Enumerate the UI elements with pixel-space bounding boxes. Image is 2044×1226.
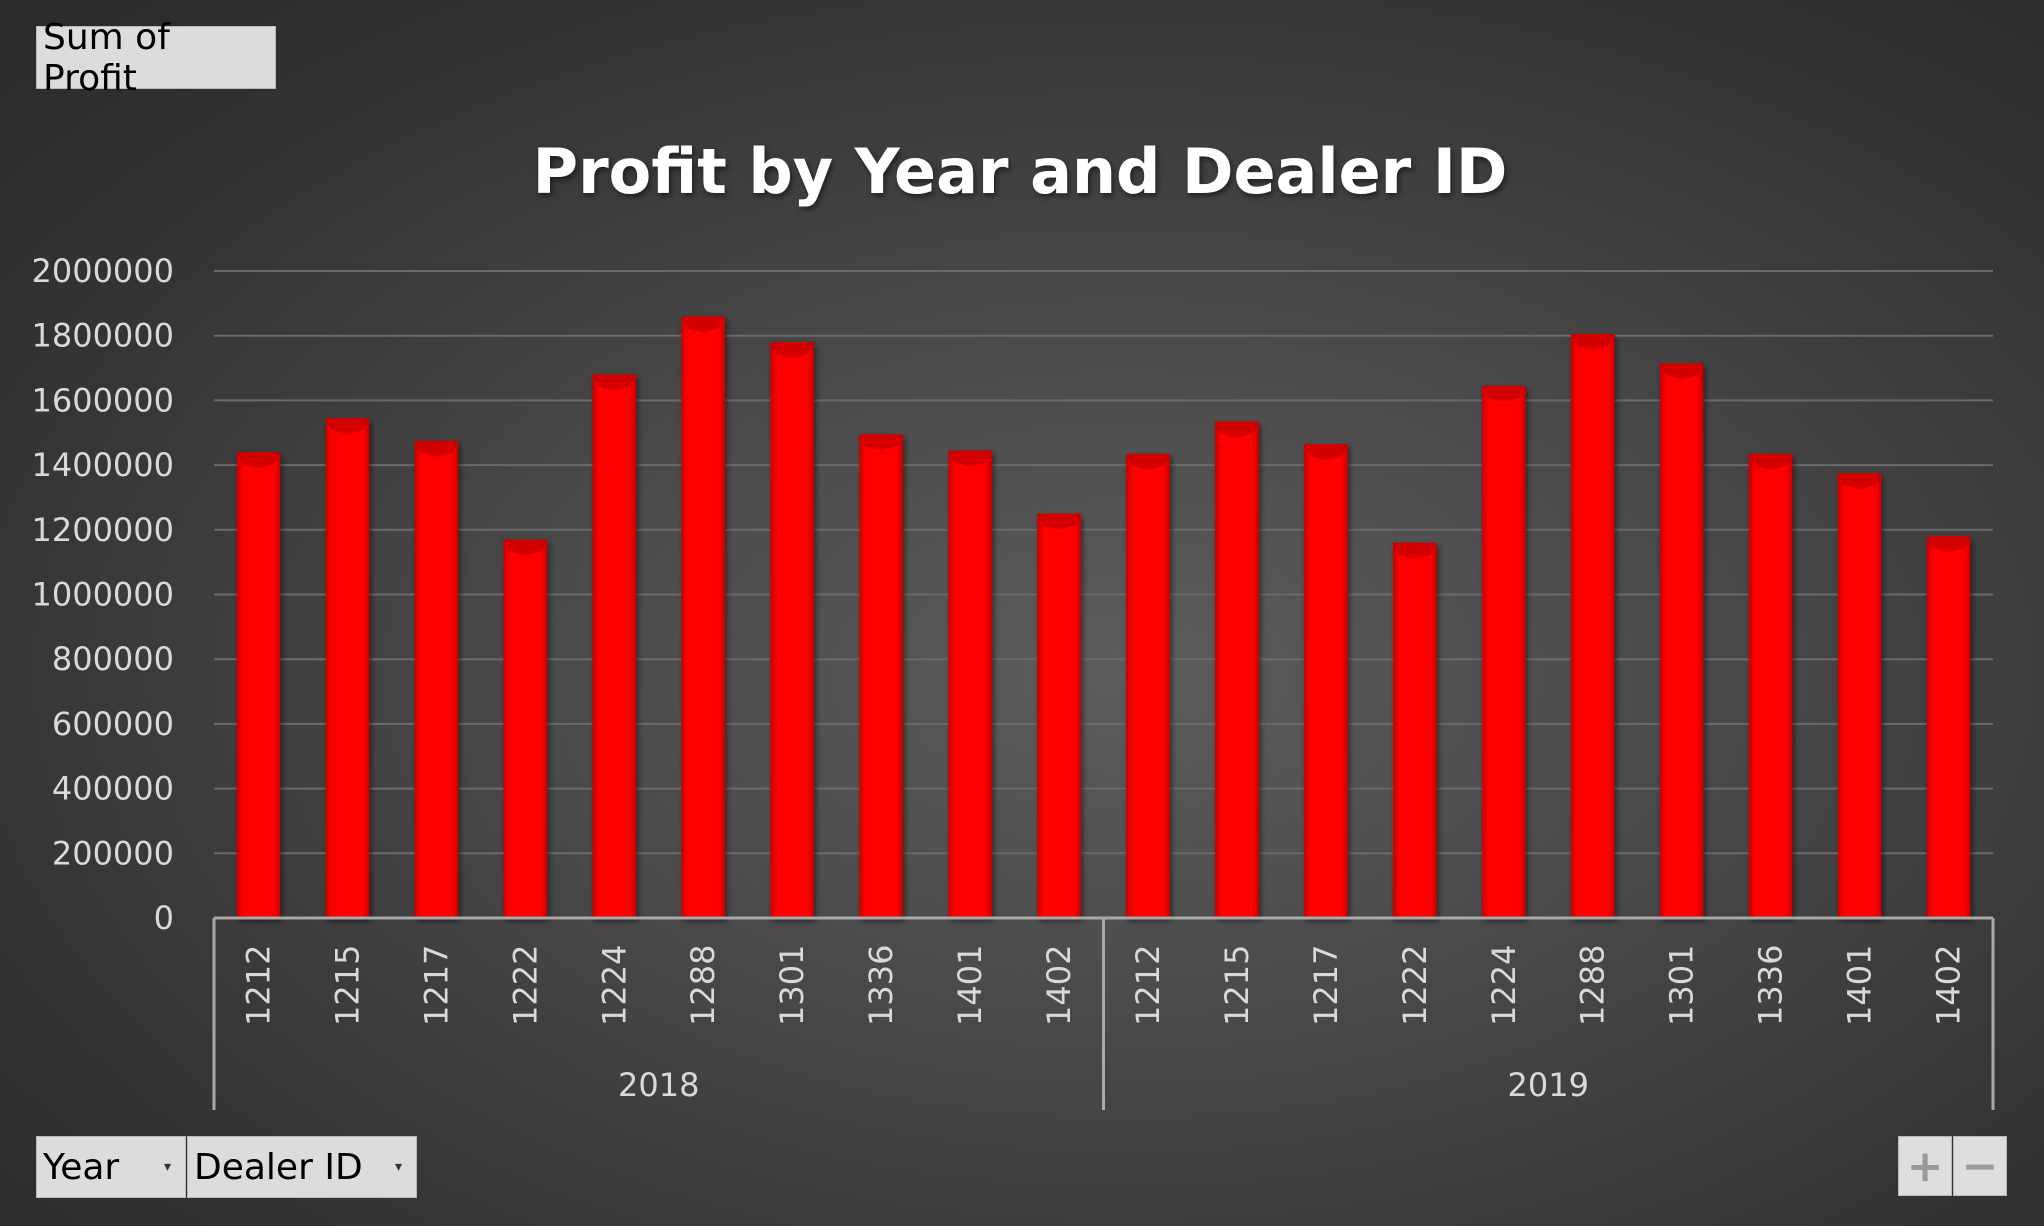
bar[interactable] [414,440,459,918]
dealer-id-field-label: Dealer ID [194,1146,363,1188]
y-tick-label: 400000 [52,770,174,808]
year-field-button[interactable]: Year ▾ [36,1136,186,1198]
x-tick-label: 1215 [1218,945,1256,1026]
year-field-label: Year [43,1146,120,1188]
group-label: 2018 [618,1066,699,1104]
y-tick-label: 1800000 [31,317,174,355]
y-tick-label: 200000 [52,834,174,872]
bar-bevel [770,342,814,359]
x-tick-label: 1301 [773,945,811,1026]
bar-bevel [1926,536,1971,553]
y-axis-ticks: 0 200000 400000 600000 800000 1000000 1200000 1… [31,252,174,937]
bar-bevel [236,452,281,469]
x-tick-label: 1301 [1663,945,1701,1026]
x-tick-label: 1288 [684,945,722,1026]
bar[interactable] [1037,513,1081,918]
bar-bevel [325,418,370,435]
bar[interactable] [1926,536,1971,918]
bar[interactable] [1393,542,1437,918]
y-tick-label: 800000 [52,640,174,678]
x-tick-label: 1401 [1841,945,1879,1026]
bar[interactable] [592,374,637,918]
bar[interactable] [948,450,992,918]
bar[interactable] [1570,334,1615,918]
bar-bevel [1215,421,1259,438]
x-axis: 1212 1215 1217 1222 1224 1288 1301 1336 1401 1402… [212,916,1995,1110]
x-tick-label: 1217 [1307,945,1345,1026]
bar-bevel [1748,453,1793,470]
bar[interactable] [1481,385,1526,918]
bar[interactable] [770,342,814,918]
bar[interactable] [1304,444,1348,918]
expand-field-button[interactable]: + [1898,1136,1952,1196]
y-tick-label: 1200000 [31,511,174,549]
bar-bevel [1837,473,1882,490]
y-tick-label: 600000 [52,705,174,743]
bar[interactable] [1659,363,1704,918]
bar-bevel [681,316,726,333]
y-tick-label: 1600000 [31,381,174,419]
x-tick-label: 1222 [506,945,544,1026]
x-tick-label: 1222 [1396,945,1434,1026]
minus-icon: − [1961,1140,1999,1192]
bar-bevel [948,450,992,467]
sum-of-profit-button[interactable]: Sum of Profit [36,17,276,99]
bar-bevel [1481,385,1526,402]
chart-title: Profit by Year and Dealer ID [533,135,1508,208]
dealer-id-field-button[interactable]: Dealer ID ▾ [187,1136,417,1198]
x-tick-label: 1336 [1752,945,1790,1026]
bar-bevel [1570,334,1615,351]
dropdown-arrow-icon[interactable]: ▾ [394,1159,402,1175]
x-tick-label: 1215 [328,945,366,1026]
collapse-field-button[interactable]: − [1953,1136,2007,1196]
bar[interactable] [503,539,548,918]
bar-bevel [1659,363,1704,380]
plus-icon: + [1906,1140,1944,1192]
bar-bevel [1037,513,1081,530]
bar-bevel [1393,542,1437,559]
bar-bevel [503,539,548,556]
x-tick-label: 1224 [1485,945,1523,1026]
y-tick-label: 2000000 [31,252,174,290]
x-tick-label: 1212 [1129,945,1167,1026]
y-tick-label: 0 [154,899,174,937]
bar[interactable] [1215,421,1259,918]
gridlines [214,270,1993,855]
group-label: 2019 [1508,1066,1589,1104]
bar[interactable] [1748,453,1793,918]
x-tick-label: 1217 [417,945,455,1026]
y-tick-label: 1000000 [31,576,174,614]
x-tick-label: 1336 [862,945,900,1026]
x-tick-label: 1224 [595,945,633,1026]
x-tick-label: 1401 [951,945,989,1026]
bar[interactable] [1837,473,1882,918]
bar[interactable] [859,434,903,918]
x-tick-label: 1402 [1040,945,1078,1026]
bar-bevel [592,374,637,391]
bar[interactable] [236,452,281,918]
x-tick-label: 1288 [1574,945,1612,1026]
x-tick-label: 1212 [239,945,277,1026]
bar[interactable] [681,316,726,918]
y-tick-label: 1400000 [31,446,174,484]
bar[interactable] [1126,453,1170,918]
bar-bevel [1126,453,1170,470]
bars [236,316,1971,918]
x-tick-label: 1402 [1930,945,1968,1026]
bar[interactable] [325,418,370,918]
bar-bevel [859,434,903,451]
bar-bevel [414,440,459,457]
sum-of-profit-label: Sum of Profit [43,16,170,99]
bar-bevel [1304,444,1348,461]
dropdown-arrow-icon[interactable]: ▾ [163,1159,171,1175]
